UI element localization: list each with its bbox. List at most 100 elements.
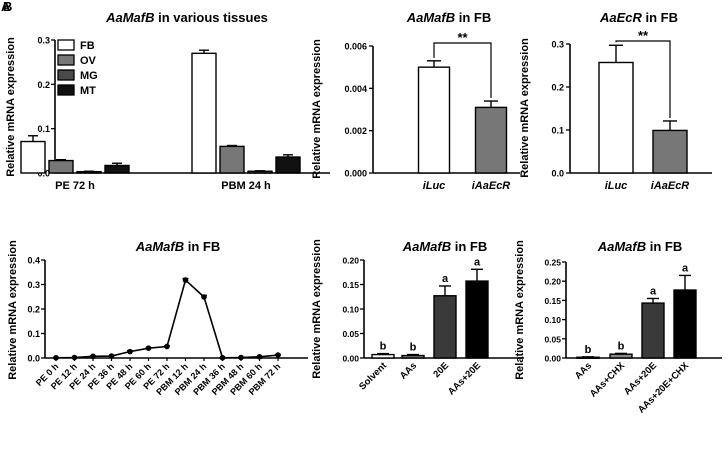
legend-label: MT: [80, 85, 96, 97]
data-point: [182, 277, 189, 283]
data-point: [90, 353, 96, 360]
y-tick-label: 0.00: [544, 354, 561, 364]
data-point: [238, 354, 244, 361]
data-point: [71, 354, 78, 361]
bar-iluc: [417, 66, 451, 174]
y-tick-label: 0.25: [544, 258, 561, 268]
x-category-label: AAs+20E: [446, 360, 483, 397]
significance-letter: a: [442, 273, 449, 285]
bar-iluc: [598, 61, 634, 174]
bar: [401, 354, 425, 359]
data-point: [256, 353, 263, 360]
legend-label: OV: [80, 55, 97, 67]
y-tick-label: 0.4: [27, 256, 40, 266]
y-tick-label: 0.00: [342, 354, 359, 364]
data-point: [275, 352, 281, 358]
chart-title-gene: AaMafB: [402, 239, 451, 254]
y-tick-label: 0.002: [344, 126, 367, 136]
chart-title: AaMafB in FB: [135, 239, 221, 254]
x-category-label: iLuc: [423, 180, 446, 192]
y-tick-label: 0.05: [342, 329, 359, 339]
data-point: [219, 354, 226, 361]
y-tick-label: 0.004: [344, 84, 367, 94]
y-tick-label: 0.05: [544, 334, 561, 344]
data-point: [164, 343, 170, 350]
x-category-label: iAaEcR: [651, 180, 690, 192]
legend-swatch-mt: [57, 84, 75, 96]
significance-bracket: **: [615, 28, 671, 118]
panel-label-a: A: [1, 0, 11, 14]
y-tick-label: 0.1: [551, 126, 564, 136]
x-category-label: 20E: [431, 360, 451, 380]
x-category-label: Solvent: [357, 360, 390, 393]
line-series: PE 0 hPE 12 hPE 24 hPE 36 hPE 48 hPE 60 …: [34, 277, 282, 397]
legend-swatch-ov: [57, 54, 75, 66]
significance-bracket: **: [433, 30, 492, 99]
significance-letter: b: [585, 344, 592, 356]
chart-title: AaMafB in FB: [406, 10, 492, 25]
y-tick-label: 0.2: [37, 80, 50, 90]
x-category-label: PBM 24 h: [221, 180, 271, 192]
bar-ov: [48, 159, 74, 174]
legend-label: FB: [80, 40, 95, 52]
chart-title: AaMafB in FB: [597, 239, 683, 254]
bars: iLuc iAaEcR: [417, 60, 510, 192]
significance-letter: a: [474, 256, 481, 268]
chart-title-rest: in FB: [184, 239, 220, 254]
significance-label: **: [457, 30, 468, 45]
axes: 0.0 0.1 0.2 0.3 Relative mRNA expression: [519, 38, 712, 179]
x-category-label: AAs: [398, 360, 419, 381]
data-point: [108, 353, 115, 359]
legend: FB OV MG MT: [57, 39, 98, 97]
y-tick-label: 0.15: [544, 296, 561, 306]
chart-title: AaMafB in FB: [402, 239, 488, 254]
bar: [433, 295, 457, 359]
x-category-label: iLuc: [605, 180, 628, 192]
bar-mg: [247, 170, 273, 174]
axes: 0.0 0.1 0.2 0.3 0.4 Relative mRNA expression: [7, 240, 308, 380]
data-point: [145, 345, 152, 352]
y-tick-label: 0.20: [544, 277, 561, 287]
legend-swatch-fb: [57, 39, 75, 51]
significance-letter: a: [650, 285, 657, 297]
y-tick-label: 0.006: [344, 42, 367, 52]
bar: [371, 353, 395, 359]
chart-title-rest: in FB: [451, 239, 487, 254]
y-tick-label: 0.0: [551, 169, 564, 179]
chart-title-rest: in FB: [646, 239, 682, 254]
data-point: [127, 348, 133, 355]
y-tick-label: 0.1: [27, 329, 40, 339]
bar-fb: [20, 140, 46, 174]
y-tick-label: 0.10: [342, 305, 359, 315]
axes: 0.00 0.05 0.10 0.15 0.20 0.25 Relative mRNA ex…: [514, 240, 722, 380]
y-tick-label: 0.2: [551, 83, 564, 93]
chart-title-rest: in FB: [642, 10, 678, 25]
chart-title-gene: AaMafB: [597, 239, 646, 254]
y-tick-label: 0.3: [551, 40, 564, 50]
bar-fb: [191, 52, 217, 174]
bar: [465, 280, 489, 359]
y-tick-label: 0.0: [27, 354, 40, 364]
bars: iLuc iAaEcR: [598, 44, 690, 192]
y-axis-label: Relative mRNA expression: [311, 39, 323, 179]
y-tick-label: 0.15: [342, 280, 359, 290]
legend-label: MG: [80, 70, 98, 82]
bar: [673, 289, 697, 359]
bars: PE 72 h PBM 24 h: [20, 49, 301, 192]
significance-label: **: [638, 28, 649, 43]
chart-title-gene: AaMafB: [406, 10, 455, 25]
y-tick-label: 0.20: [342, 256, 359, 266]
x-category-label: PE 72 h: [55, 180, 95, 192]
chart-title-gene: AaEcR: [599, 10, 643, 25]
panel-label-b: B: [3, 0, 13, 14]
y-axis-label: Relative mRNA expression: [311, 239, 323, 379]
bar: [609, 353, 633, 359]
y-tick-label: 0.000: [344, 169, 367, 179]
bar-mt: [104, 164, 130, 174]
bar-ov: [219, 145, 245, 174]
y-axis-label: Relative mRNA expression: [519, 38, 531, 178]
significance-letter: a: [682, 262, 689, 274]
bar: [641, 302, 665, 359]
